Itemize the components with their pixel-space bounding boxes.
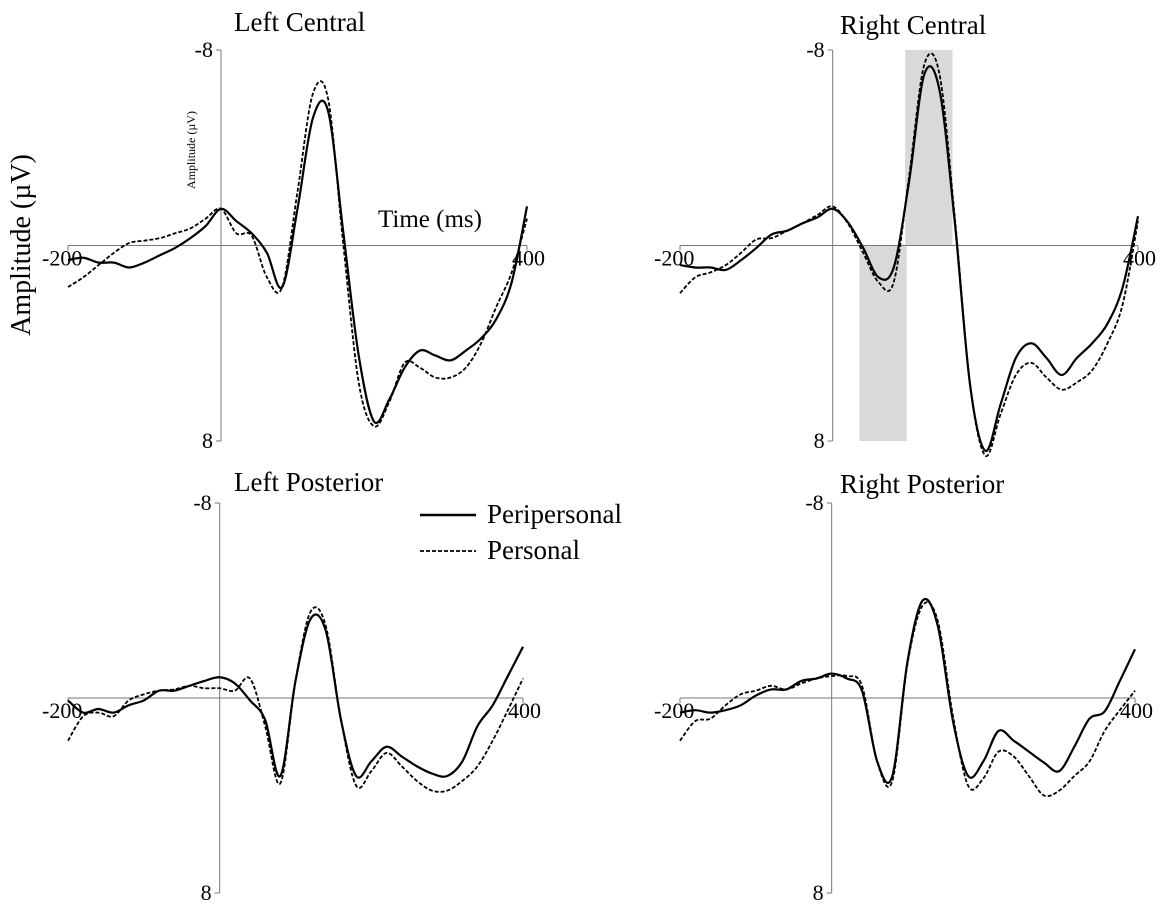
x-tick-label: 400: [508, 698, 541, 723]
erp-line: [679, 65, 1140, 452]
panel-title: Left Central: [234, 7, 365, 37]
y-tick-label: -8: [195, 37, 213, 62]
x-label: Time (ms): [378, 206, 482, 233]
y-tick-label: -8: [806, 37, 824, 62]
erp-line: [67, 80, 528, 428]
y-tick-label: 8: [202, 428, 213, 453]
legend-label: Peripersonal: [487, 499, 622, 529]
erp-line: [679, 601, 1136, 798]
y-tick-label: -8: [805, 490, 823, 515]
x-tick-label: 400: [1120, 698, 1153, 723]
erp-line: [679, 597, 1136, 784]
x-tick-label: -200: [42, 698, 82, 723]
y-tick-label: 8: [814, 428, 825, 453]
y-tick-label: 8: [201, 880, 212, 905]
y-label: Amplitude (µV): [184, 111, 198, 189]
erp-line: [679, 52, 1139, 457]
panel-title: Right Posterior: [840, 469, 1004, 499]
erp-line: [67, 99, 529, 425]
figure-y-label: Amplitude (µV): [6, 154, 37, 336]
panel: -200 400 -8 8 Left Posterior Peripersonal Pers…: [42, 467, 622, 905]
panel-title: Right Central: [840, 10, 986, 40]
y-tick-label: -8: [193, 490, 211, 515]
highlight-region: [859, 245, 907, 441]
y-tick-label: 8: [813, 880, 824, 905]
legend-label: Personal: [487, 535, 580, 565]
panel-title: Left Posterior: [234, 467, 383, 497]
erp-line: [67, 606, 524, 793]
